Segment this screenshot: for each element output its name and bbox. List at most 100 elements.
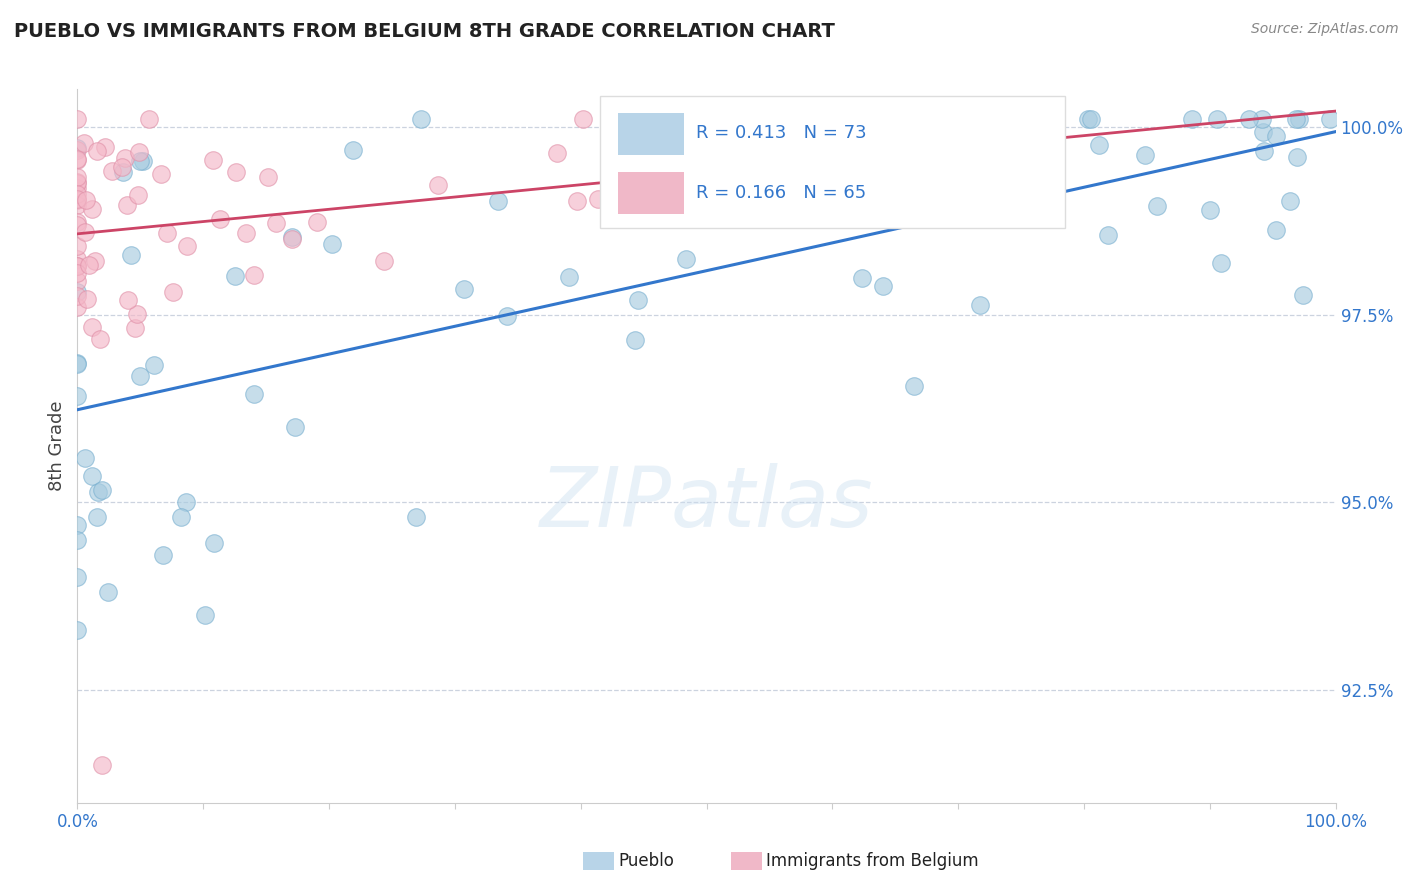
Point: [66, 238, 89, 252]
Point: [66, 176, 89, 190]
Point: [242, 386, 264, 401]
Point: [66, 389, 89, 403]
Point: [111, 164, 134, 178]
Point: [66, 274, 89, 288]
Point: [66, 141, 89, 155]
Point: [66, 169, 89, 184]
Point: [405, 510, 427, 524]
Point: [89, 332, 111, 346]
Point: [156, 227, 179, 241]
Point: [224, 268, 246, 283]
Point: [903, 378, 925, 392]
Text: R = 0.413   N = 73: R = 0.413 N = 73: [696, 124, 868, 142]
Point: [97, 585, 120, 599]
Point: [66, 570, 89, 584]
Point: [1288, 112, 1310, 127]
Point: [257, 169, 280, 184]
Text: Pueblo: Pueblo: [619, 852, 675, 870]
Point: [150, 167, 173, 181]
Point: [1253, 144, 1275, 158]
Point: [73, 225, 96, 239]
Point: [411, 112, 433, 127]
Point: [80, 468, 103, 483]
Point: [66, 259, 89, 273]
Point: [1080, 112, 1102, 127]
Point: [280, 231, 302, 245]
Point: [66, 112, 89, 127]
Point: [565, 194, 588, 208]
Point: [837, 169, 859, 183]
Point: [453, 282, 475, 296]
Point: [630, 112, 652, 127]
FancyBboxPatch shape: [619, 112, 683, 155]
Point: [872, 278, 894, 293]
Point: [66, 289, 89, 303]
Point: [66, 357, 89, 371]
Point: [66, 215, 89, 229]
Point: [426, 178, 449, 192]
Point: [66, 143, 89, 157]
Point: [1251, 125, 1274, 139]
Point: [486, 194, 509, 209]
Text: Immigrants from Belgium: Immigrants from Belgium: [766, 852, 979, 870]
Point: [235, 227, 257, 241]
Point: [675, 252, 697, 267]
Point: [624, 333, 647, 347]
Point: [66, 153, 89, 167]
Point: [586, 192, 609, 206]
Point: [115, 198, 138, 212]
Point: [66, 152, 89, 166]
Text: ZIPatlas: ZIPatlas: [540, 463, 873, 543]
Point: [176, 239, 198, 253]
Point: [342, 143, 364, 157]
Point: [94, 140, 117, 154]
Point: [599, 176, 621, 190]
Point: [242, 268, 264, 282]
Point: [1264, 223, 1286, 237]
Point: [1319, 112, 1341, 127]
Point: [264, 216, 287, 230]
Point: [1251, 112, 1274, 127]
Point: [202, 536, 225, 550]
Point: [114, 151, 136, 165]
Point: [546, 145, 568, 160]
Point: [66, 192, 89, 206]
Point: [73, 136, 96, 151]
Point: [128, 145, 150, 160]
Y-axis label: 8th Grade: 8th Grade: [48, 401, 66, 491]
Point: [170, 510, 193, 524]
Point: [138, 112, 160, 127]
Point: [66, 218, 89, 232]
Point: [373, 254, 395, 268]
Text: Source: ZipAtlas.com: Source: ZipAtlas.com: [1251, 22, 1399, 37]
Point: [66, 300, 89, 314]
Point: [82, 320, 104, 334]
Point: [281, 230, 304, 244]
Point: [1077, 112, 1099, 127]
Point: [225, 165, 247, 179]
Point: [142, 358, 165, 372]
Point: [127, 188, 149, 202]
Point: [1135, 148, 1157, 162]
Point: [91, 758, 114, 772]
Point: [284, 419, 307, 434]
Point: [1146, 199, 1168, 213]
Point: [66, 193, 89, 207]
Point: [120, 248, 142, 262]
Point: [851, 270, 873, 285]
Point: [1211, 255, 1233, 269]
Point: [1264, 129, 1286, 144]
Point: [66, 267, 89, 281]
Point: [66, 259, 89, 273]
Point: [129, 368, 152, 383]
Point: [152, 548, 174, 562]
Point: [1286, 150, 1309, 164]
Point: [675, 186, 697, 200]
Point: [66, 198, 89, 212]
Point: [1199, 202, 1222, 217]
Point: [627, 293, 650, 307]
Point: [969, 298, 991, 312]
Point: [321, 236, 343, 251]
Text: PUEBLO VS IMMIGRANTS FROM BELGIUM 8TH GRADE CORRELATION CHART: PUEBLO VS IMMIGRANTS FROM BELGIUM 8TH GR…: [14, 22, 835, 41]
Point: [66, 285, 89, 299]
